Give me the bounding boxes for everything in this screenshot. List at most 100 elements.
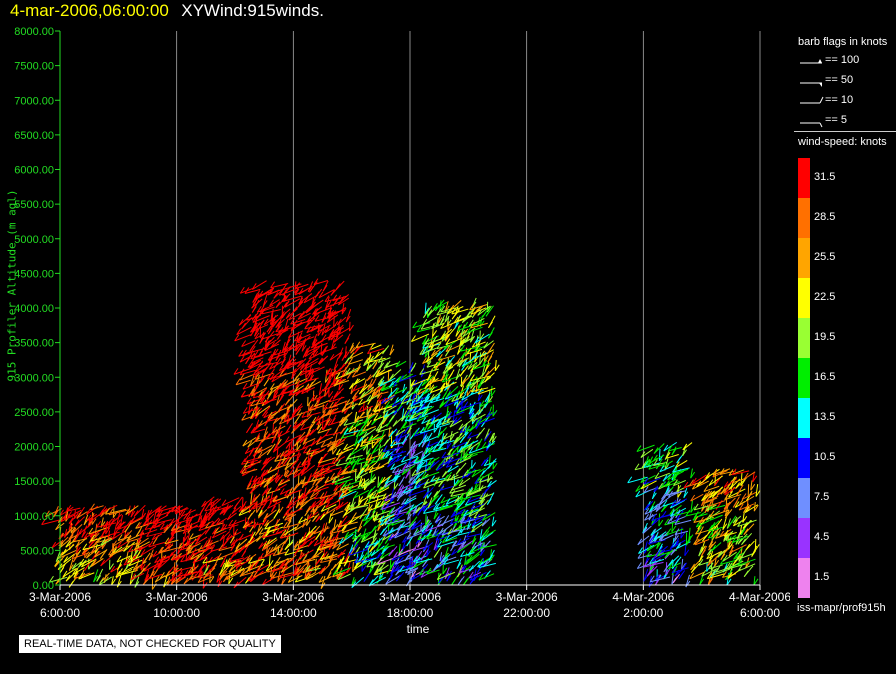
wind-barb: [387, 459, 397, 468]
wind-barb-flag: [81, 531, 87, 538]
wind-barb-flag: [314, 341, 320, 349]
wind-barb-flag: [262, 531, 267, 539]
wind-barb: [461, 360, 474, 368]
wind-barb-flag: [403, 426, 409, 434]
wind-barb-flag: [442, 567, 448, 575]
wind-barb: [666, 490, 687, 496]
wind-barb: [385, 475, 401, 485]
wind-barb: [216, 572, 220, 583]
wind-barb-flag: [326, 440, 332, 448]
wind-barb-flag: [380, 452, 386, 460]
wind-barb: [467, 380, 481, 387]
wind-barb: [423, 435, 440, 443]
wind-barb-flag: [368, 545, 374, 553]
wind-barb-flag: [244, 540, 250, 548]
wind-barb-flag: [285, 338, 291, 346]
wind-barb: [226, 559, 237, 568]
wind-barb-flag: [199, 507, 205, 515]
wind-barb-flag: [263, 431, 269, 438]
wind-barb-flag: [436, 308, 442, 316]
wind-barb: [116, 555, 132, 563]
wind-barb-flag: [358, 467, 364, 474]
wind-barb-flag: [724, 509, 730, 517]
wind-barb-flag: [477, 381, 483, 388]
wind-barb-flag: [321, 334, 327, 341]
wind-barb: [270, 312, 273, 325]
wind-barb-flag: [252, 324, 257, 332]
wind-barb-flag: [70, 526, 76, 534]
wind-barb-flag: [229, 536, 235, 544]
wind-barb-flag: [331, 408, 337, 415]
wind-barb-flag: [297, 313, 303, 320]
wind-barb-flag: [126, 534, 132, 542]
wind-barb-flag: [157, 505, 162, 512]
wind-barb-flag: [456, 357, 461, 365]
wind-barb-flag: [471, 519, 477, 526]
wind-barb: [660, 534, 674, 542]
wind-barb: [280, 564, 294, 573]
wind-barb-flag: [383, 439, 389, 447]
wind-barb: [165, 567, 179, 578]
wind-barb-flag: [54, 560, 60, 568]
wind-barb: [144, 573, 163, 581]
wind-barb-flag: [281, 387, 287, 395]
wind-barb-flag: [400, 395, 406, 402]
wind-barb-flag: [426, 532, 432, 540]
wind-barb: [264, 522, 284, 530]
wind-barb-flag: [378, 437, 384, 445]
wind-barb: [226, 560, 242, 565]
wind-barb-flag: [451, 312, 457, 320]
wind-barb-flag: [358, 398, 363, 406]
wind-barb-flag: [263, 513, 269, 520]
wind-barb-flag: [479, 357, 485, 365]
wind-barb-flag: [480, 549, 485, 557]
wind-barb-flag: [460, 517, 466, 524]
wind-barb-flag: [451, 307, 457, 315]
wind-barb: [378, 357, 391, 363]
wind-barb-flag: [470, 385, 476, 392]
wind-barb-flag: [144, 523, 150, 530]
wind-barb: [311, 476, 325, 482]
wind-barb-flag: [260, 477, 266, 485]
wind-barb-flag: [356, 472, 362, 480]
wind-barb-flag: [276, 333, 282, 340]
wind-barb-flag: [682, 443, 688, 451]
wind-barb: [284, 489, 303, 497]
wind-barb: [305, 357, 319, 367]
wind-barb: [401, 455, 419, 463]
wind-barb: [90, 505, 104, 511]
wind-barb-flag: [480, 350, 486, 358]
wind-barb-flag: [199, 554, 205, 561]
wind-barb-flag: [440, 382, 445, 390]
wind-barb-flag: [247, 557, 253, 564]
wind-barb-flag: [221, 507, 227, 514]
wind-barb: [265, 484, 269, 495]
wind-barb: [430, 460, 440, 469]
wind-barb: [136, 537, 149, 547]
wind-barb-flag: [435, 420, 441, 428]
wind-barb-flag: [276, 438, 282, 446]
wind-barb-flag: [457, 348, 462, 355]
wind-barb-flag: [267, 372, 273, 380]
wind-barb: [301, 412, 321, 418]
wind-barb: [415, 501, 428, 514]
wind-barb: [317, 462, 332, 468]
wind-barb-flag: [257, 446, 263, 454]
wind-barb: [490, 385, 493, 397]
wind-barb-flag: [422, 387, 428, 395]
wind-barb-flag: [267, 327, 273, 335]
wind-barb-flag: [708, 541, 714, 548]
wind-barb: [407, 567, 418, 576]
wind-barb-flag: [269, 287, 275, 295]
wind-barb: [90, 534, 111, 542]
wind-barb-flag: [388, 533, 393, 541]
wind-barb-flag: [695, 527, 700, 535]
wind-barb-flag: [413, 476, 418, 484]
wind-barb-flag: [249, 361, 254, 369]
wind-barb-flag: [324, 429, 330, 437]
wind-barb: [300, 414, 313, 426]
wind-barb: [299, 496, 316, 506]
wind-barb-flag: [344, 357, 350, 365]
wind-barb: [442, 366, 454, 374]
wind-barb-flag: [406, 448, 412, 455]
